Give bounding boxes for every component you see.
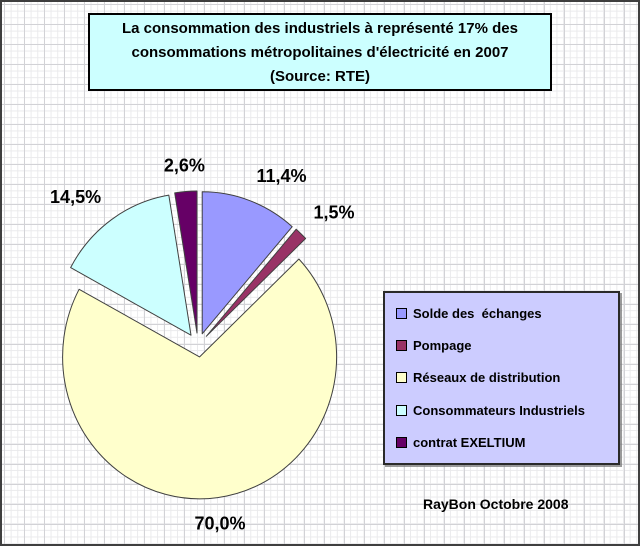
chart-title-line2: consommations métropolitaines d'électric… bbox=[131, 44, 509, 61]
legend-swatch-contrat-exeltium bbox=[396, 437, 407, 449]
legend-label-pompage: Pompage bbox=[413, 338, 472, 354]
legend-label-contrat-exeltium: contrat EXELTIUM bbox=[413, 435, 526, 451]
chart-title-line3: (Source: RTE) bbox=[269, 68, 370, 85]
pie-slice-pompage bbox=[205, 228, 307, 337]
chart-title-line1: La consommation des industriels à représ… bbox=[122, 20, 518, 37]
chart-title-box: La consommation des industriels à représ… bbox=[88, 13, 552, 91]
legend-swatch-consommateurs-industriels bbox=[396, 404, 407, 416]
pie-label-pompage: 1,5% bbox=[314, 203, 355, 223]
credit-text: RayBon Octobre 2008 bbox=[423, 496, 569, 512]
legend-label-solde-des-echanges: Solde des échanges bbox=[413, 305, 542, 321]
legend-item-solde-des-echanges: Solde des échanges bbox=[396, 306, 614, 321]
legend-box: Solde des échanges Pompage Réseaux de di… bbox=[383, 291, 620, 465]
pie-label-reseaux-de-distribution: 70,0% bbox=[194, 514, 245, 534]
legend-swatch-reseaux-de-distribution bbox=[396, 372, 407, 384]
pie-label-consommateurs-industriels: 14,5% bbox=[50, 187, 101, 207]
legend-swatch-solde-des-echanges bbox=[396, 307, 407, 319]
pie-label-contrat-exeltium: 2,6% bbox=[164, 156, 205, 176]
pie-slice-consommateurs-industriels bbox=[70, 194, 192, 336]
pie-slice-reseaux-de-distribution bbox=[62, 258, 338, 500]
legend-item-consommateurs-industriels: Consommateurs Industriels bbox=[396, 403, 614, 418]
pie-slice-solde-des-echanges bbox=[201, 191, 293, 335]
pie-slice-contrat-exeltium bbox=[174, 190, 198, 334]
legend-label-consommateurs-industriels: Consommateurs Industriels bbox=[413, 402, 585, 418]
legend-label-reseaux-de-distribution: Réseaux de distribution bbox=[413, 370, 561, 386]
legend-item-reseaux-de-distribution: Réseaux de distribution bbox=[396, 370, 614, 385]
legend-item-pompage: Pompage bbox=[396, 338, 614, 353]
pie-label-solde-des-echanges: 11,4% bbox=[257, 166, 307, 186]
legend-swatch-pompage bbox=[396, 340, 407, 352]
legend-item-contrat-exeltium: contrat EXELTIUM bbox=[396, 435, 614, 450]
